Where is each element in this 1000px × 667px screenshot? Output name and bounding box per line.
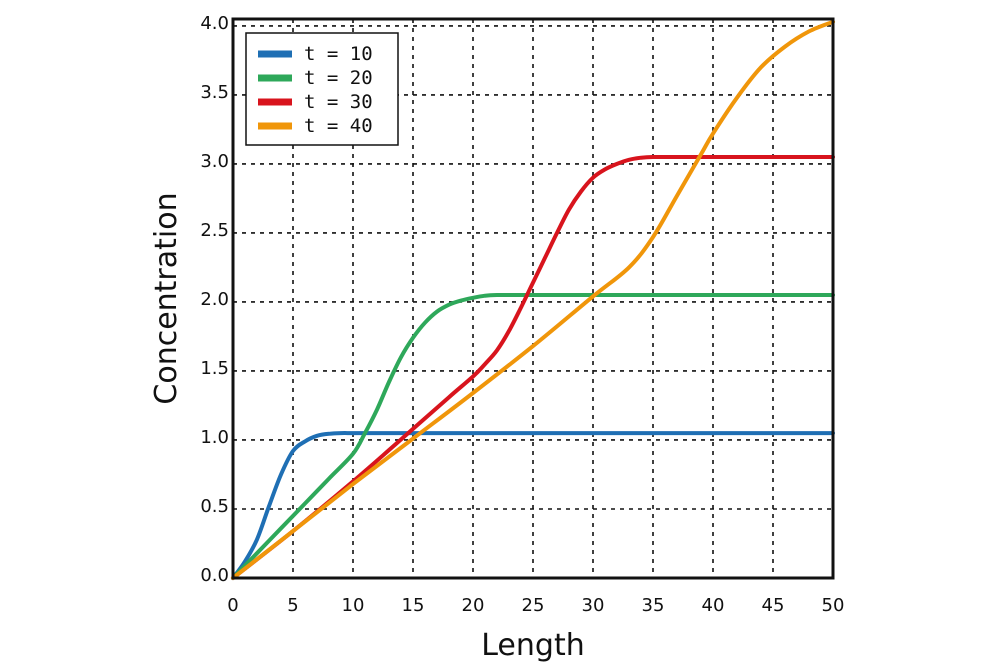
legend-label: t = 40 <box>304 115 373 137</box>
y-tick-label: 2.0 <box>200 289 229 310</box>
legend-label: t = 20 <box>304 67 373 89</box>
x-tick-label: 20 <box>462 595 485 616</box>
x-tick-label: 15 <box>402 595 425 616</box>
series-line-1 <box>231 431 835 580</box>
y-tick-labels: 0.0 0.5 1.0 1.5 2.0 2.5 3.0 3.5 4.0 <box>200 13 229 586</box>
y-tick-label: 3.0 <box>200 151 229 172</box>
x-tick-label: 5 <box>287 595 298 616</box>
y-tick-label: 1.5 <box>200 358 229 379</box>
series-line-2 <box>231 292 835 580</box>
series-line-3 <box>231 154 835 580</box>
y-tick-label: 3.5 <box>200 82 229 103</box>
x-tick-label: 50 <box>822 595 845 616</box>
series-lines <box>231 19 835 580</box>
y-tick-label: 1.0 <box>200 427 229 448</box>
y-tick-label: 0.0 <box>200 565 229 586</box>
plot-frame <box>231 17 835 580</box>
x-tick-label: 0 <box>227 595 238 616</box>
series-line-4 <box>231 19 835 580</box>
legend: t = 10t = 20t = 30t = 40 <box>245 32 399 146</box>
y-tick-label: 4.0 <box>200 13 229 34</box>
x-tick-label: 30 <box>582 595 605 616</box>
x-tick-label: 35 <box>642 595 665 616</box>
legend-label: t = 30 <box>304 91 373 113</box>
x-axis-title: Length <box>481 628 584 663</box>
y-tick-label: 2.5 <box>200 220 229 241</box>
x-tick-label: 25 <box>522 595 545 616</box>
legend-label: t = 10 <box>304 43 373 65</box>
x-tick-label: 40 <box>702 595 725 616</box>
y-axis-title: Concentration <box>149 192 184 404</box>
x-tick-label: 10 <box>342 595 365 616</box>
x-tick-labels: 0 5 10 15 20 25 30 35 40 45 50 <box>227 595 844 616</box>
y-tick-label: 0.5 <box>200 496 229 517</box>
x-tick-label: 45 <box>762 595 785 616</box>
